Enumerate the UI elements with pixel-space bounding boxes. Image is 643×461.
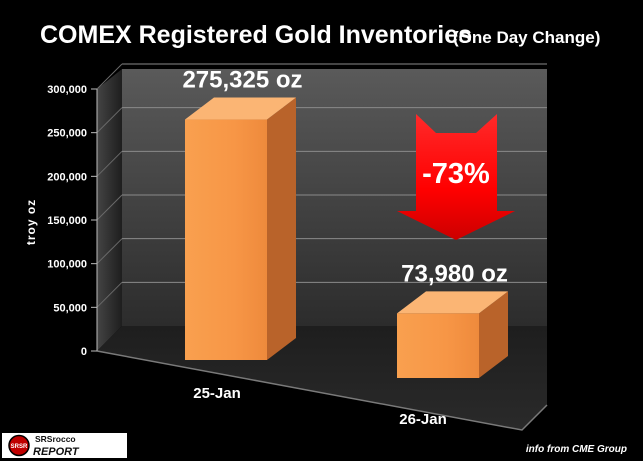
y-tick-label: 150,000 [47, 215, 87, 227]
y-tick-label: 200,000 [47, 171, 87, 183]
y-tick-label: 50,000 [53, 302, 87, 314]
gridline-side [96, 150, 123, 177]
data-label: 275,325 oz [182, 67, 302, 94]
source-note: info from CME Group [526, 444, 627, 455]
bar-25-Jan [185, 97, 296, 360]
data-label: 73,980 oz [401, 260, 508, 287]
y-axis: 0 50,000 100,000 150,000 200,000 250,000 300,0… [47, 84, 98, 358]
y-tick-label: 0 [81, 346, 87, 358]
bar-26-Jan [397, 291, 508, 378]
bar-top [397, 291, 508, 314]
floor-edge [96, 350, 548, 431]
y-tick-label: 250,000 [47, 128, 87, 140]
gridline-side [96, 238, 123, 265]
x-tick-label: 26-Jan [399, 411, 447, 428]
gridline-side [96, 107, 123, 134]
bar-top [185, 97, 296, 120]
bar-front [397, 313, 479, 378]
logo-bottom-text: REPORT [33, 446, 80, 458]
y-tick-label: 100,000 [47, 259, 87, 271]
y-axis-label: troy oz [24, 199, 38, 245]
percent-change-label: -73% [422, 158, 490, 190]
change-arrow: -73% [397, 114, 515, 240]
gridline-side [96, 63, 123, 90]
gridline-side [96, 194, 123, 221]
title-text: COMEX Registered Gold Inventories [40, 21, 472, 49]
x-tick-label: 25-Jan [193, 385, 241, 402]
srsrocco-report-logo: SRSR SRSrocco REPORT [2, 433, 127, 458]
bar-front [185, 119, 267, 360]
side-wall [97, 69, 122, 351]
logo-top-text: SRSrocco [35, 434, 76, 444]
chart-title: COMEX Registered Gold Inventories (One D… [40, 21, 600, 49]
bar-side [267, 97, 296, 360]
subtitle-text: (One Day Change) [453, 28, 600, 47]
gridline-side [96, 281, 123, 308]
bars: 275,325 oz 73,980 oz [182, 67, 508, 378]
bar-side [479, 291, 508, 378]
logo-badge-text: SRSR [11, 444, 28, 450]
arrow-shape [397, 114, 515, 240]
x-axis: 25-Jan 26-Jan [193, 385, 447, 428]
y-tick-label: 300,000 [47, 84, 87, 96]
